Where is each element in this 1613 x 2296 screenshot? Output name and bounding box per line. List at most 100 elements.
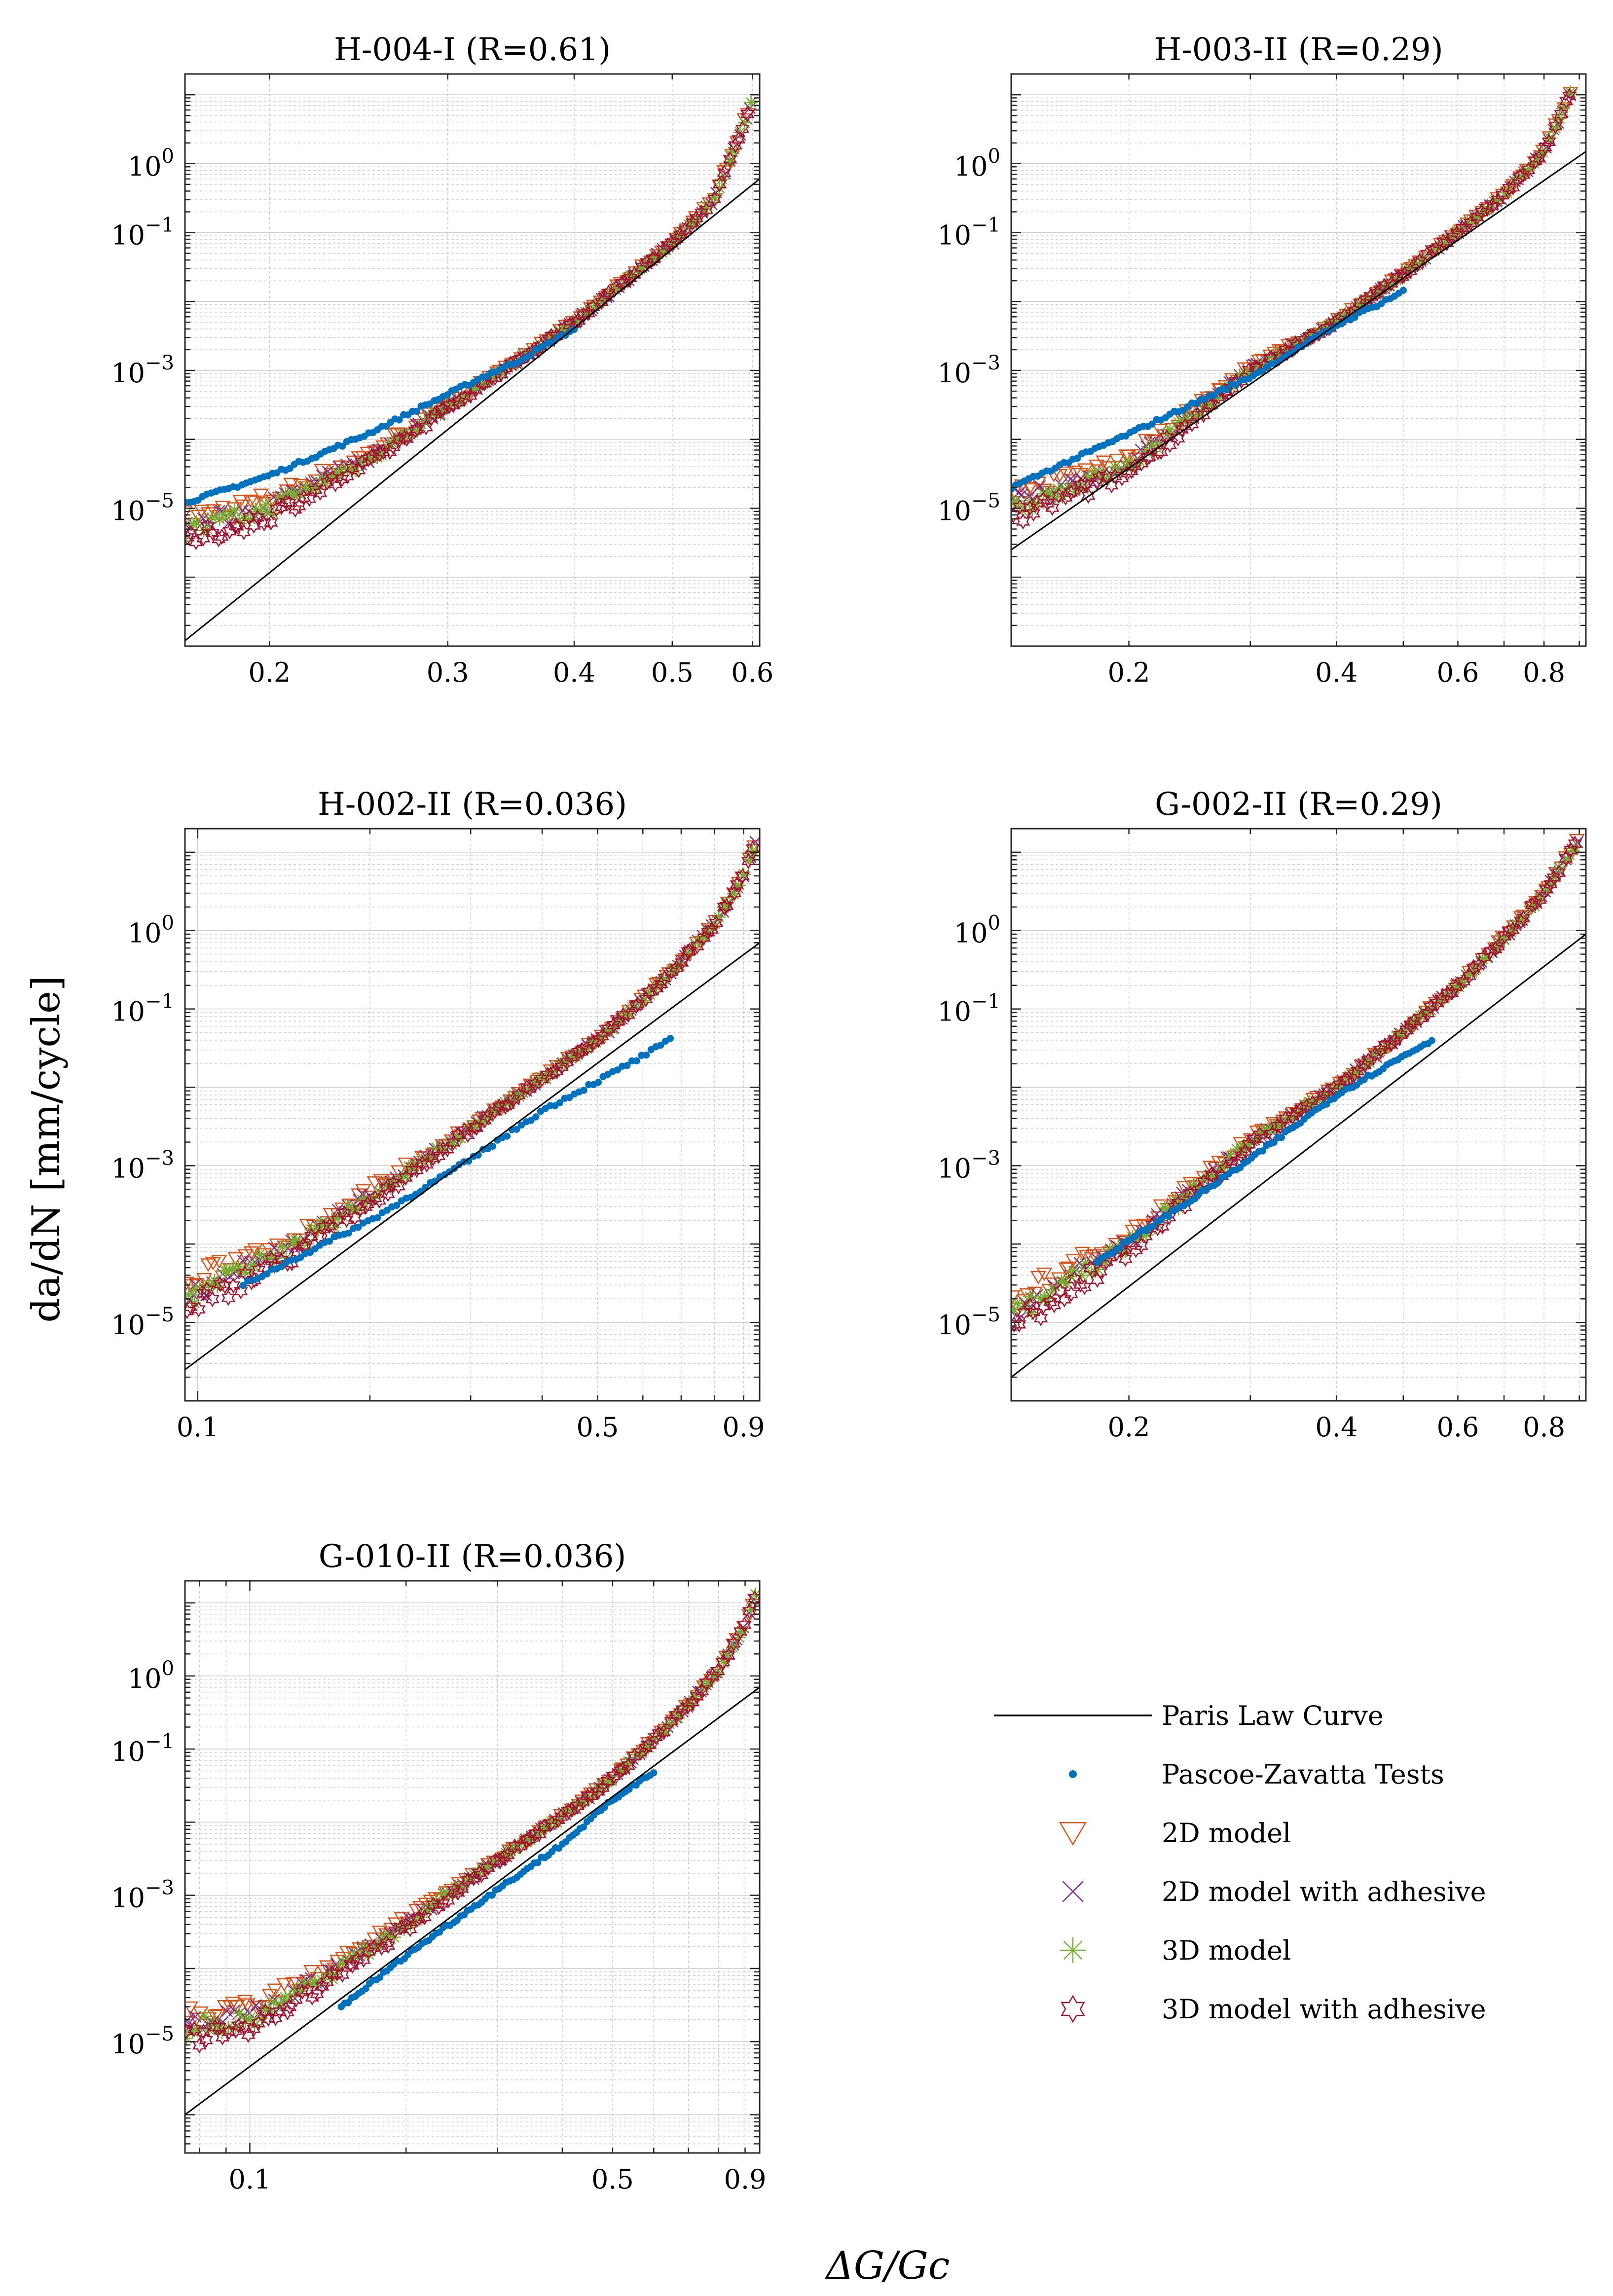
data-point bbox=[1428, 1037, 1435, 1044]
data-point bbox=[1280, 1111, 1294, 1125]
data-point bbox=[647, 250, 661, 267]
data-point bbox=[207, 2009, 223, 2024]
data-point bbox=[700, 200, 714, 214]
data-point bbox=[425, 1897, 440, 1911]
data-point bbox=[1101, 461, 1117, 475]
data-point bbox=[747, 1590, 760, 1606]
data-point bbox=[326, 1238, 333, 1245]
data-point bbox=[248, 2018, 262, 2032]
data-point bbox=[717, 164, 732, 181]
data-point bbox=[1357, 1057, 1372, 1074]
x-tick-label: 0.6 bbox=[731, 657, 773, 688]
data-point bbox=[1057, 1291, 1072, 1308]
data-point bbox=[601, 1804, 608, 1811]
data-point bbox=[1180, 1187, 1195, 1201]
data-point bbox=[1449, 979, 1463, 995]
data-point bbox=[1532, 891, 1546, 905]
data-point bbox=[716, 1653, 731, 1670]
data-point bbox=[205, 524, 220, 541]
data-point bbox=[1011, 1316, 1022, 1333]
data-point bbox=[558, 1056, 572, 1070]
plot-area bbox=[1011, 834, 1586, 1378]
data-point bbox=[282, 1999, 297, 2015]
data-point bbox=[1163, 423, 1177, 437]
data-point bbox=[737, 115, 752, 130]
data-point bbox=[1077, 463, 1094, 477]
data-point bbox=[1223, 1149, 1237, 1164]
data-point bbox=[1023, 500, 1037, 516]
data-point bbox=[410, 1911, 425, 1928]
data-point bbox=[1043, 485, 1057, 500]
data-point bbox=[265, 1249, 279, 1263]
data-point bbox=[361, 1943, 376, 1960]
data-point bbox=[412, 1909, 426, 1926]
data-point bbox=[1129, 1241, 1143, 1258]
data-point bbox=[196, 1285, 211, 1302]
data-point bbox=[188, 534, 203, 550]
data-point bbox=[1124, 463, 1139, 479]
data-point bbox=[473, 378, 487, 393]
data-point bbox=[383, 1929, 398, 1943]
data-point bbox=[386, 438, 401, 455]
data-point bbox=[591, 1031, 606, 1048]
data-point bbox=[1503, 925, 1518, 939]
legend-item-tests: Pascoe-Zavatta Tests bbox=[1069, 1759, 1444, 1790]
data-point bbox=[1073, 1276, 1088, 1293]
data-point bbox=[1502, 923, 1516, 940]
data-point bbox=[682, 943, 697, 959]
x-axis-label: ΔG/Gc bbox=[825, 2244, 950, 2288]
data-point bbox=[503, 1132, 511, 1140]
data-point bbox=[368, 1940, 383, 1955]
data-point bbox=[210, 2008, 226, 2023]
y-tick-label: 100 bbox=[954, 912, 1000, 949]
data-point bbox=[249, 503, 263, 517]
data-point bbox=[1063, 1269, 1078, 1283]
data-point bbox=[355, 1184, 371, 1198]
data-point bbox=[352, 1202, 366, 1216]
data-point bbox=[1025, 1306, 1039, 1320]
data-point bbox=[409, 1162, 424, 1178]
data-point bbox=[215, 528, 229, 545]
data-point bbox=[1562, 88, 1576, 105]
data-point bbox=[1075, 1268, 1089, 1282]
data-point bbox=[216, 508, 230, 522]
data-point bbox=[472, 1864, 487, 1881]
data-point bbox=[239, 1281, 247, 1289]
data-point bbox=[379, 1180, 394, 1197]
data-point bbox=[1505, 921, 1520, 938]
data-point bbox=[743, 852, 757, 867]
data-point bbox=[717, 899, 732, 915]
data-point bbox=[1116, 1244, 1124, 1252]
data-point bbox=[497, 1849, 511, 1865]
data-point bbox=[1497, 933, 1511, 947]
data-point bbox=[614, 1066, 621, 1074]
data-point bbox=[716, 1654, 731, 1669]
data-point bbox=[682, 218, 696, 232]
data-point bbox=[654, 976, 668, 992]
data-point bbox=[345, 1203, 360, 1217]
panel-title: H-003-II (R=0.29) bbox=[1154, 32, 1443, 68]
data-point bbox=[200, 1258, 217, 1272]
data-point bbox=[1475, 951, 1490, 966]
data-point bbox=[681, 1698, 695, 1715]
data-point bbox=[652, 1725, 666, 1742]
panels: 0.2 0.3 0.4 0.5 0.6 10−5 10−3 10−1 100 H-004-I (R… bbox=[111, 32, 1587, 2195]
y-tick-label: 10−5 bbox=[937, 1304, 1000, 1341]
paris-law-line bbox=[185, 942, 760, 1370]
data-point bbox=[522, 1080, 537, 1097]
data-point bbox=[1289, 349, 1297, 357]
data-point bbox=[1012, 1316, 1026, 1333]
data-point bbox=[740, 106, 755, 122]
data-point bbox=[349, 463, 363, 477]
axes-frame bbox=[184, 73, 761, 647]
data-point bbox=[1026, 505, 1041, 522]
data-point bbox=[528, 1076, 542, 1093]
data-point bbox=[699, 1674, 713, 1691]
data-point bbox=[745, 843, 760, 858]
data-point bbox=[623, 1062, 631, 1069]
data-point bbox=[1351, 1063, 1365, 1080]
data-point bbox=[372, 1185, 387, 1199]
data-point bbox=[1502, 180, 1516, 196]
data-point bbox=[320, 1973, 334, 1990]
data-point bbox=[185, 1288, 196, 1302]
